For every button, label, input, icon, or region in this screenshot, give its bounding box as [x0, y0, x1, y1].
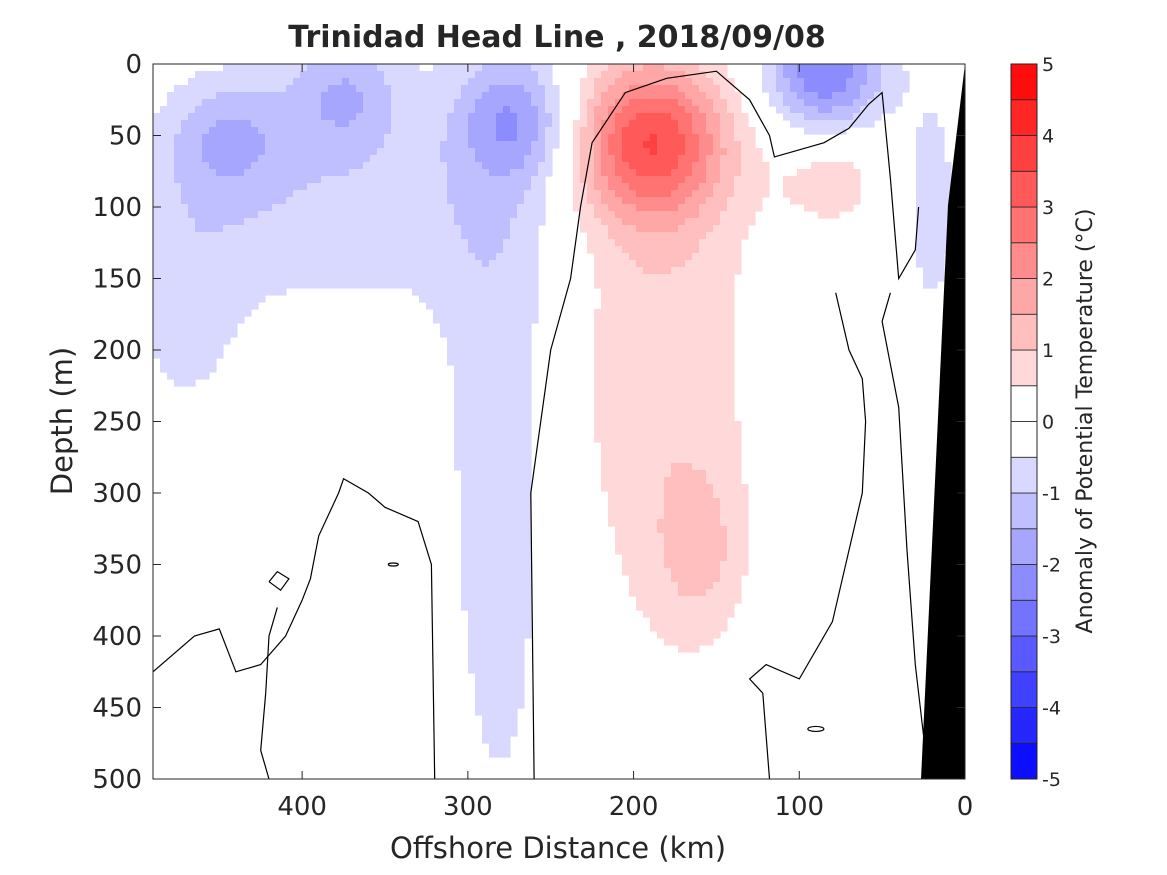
anomaly-field	[153, 64, 952, 758]
zero-contours	[153, 70, 925, 779]
colorbar-tick-label: -5	[1042, 769, 1061, 791]
y-tick-label: 450	[92, 694, 142, 724]
y-axis-ticks: 0 50 100 150 200 250 300 350 400 450 500	[92, 50, 965, 795]
bathymetry-shelf	[921, 64, 965, 779]
y-tick-label: 350	[92, 551, 142, 581]
colorbar-swatch	[1010, 206, 1038, 244]
zero-contour-loop	[807, 725, 825, 733]
colorbar-swatch	[1010, 528, 1038, 565]
plot-area	[153, 64, 965, 779]
colorbar-tick-label: 1	[1042, 340, 1054, 362]
x-tick-label: 0	[957, 792, 974, 822]
y-tick-label: 150	[92, 265, 142, 295]
colorbar-frame	[1010, 63, 1038, 780]
colorbar-swatch	[1010, 456, 1038, 494]
zero-contour-loop	[387, 562, 399, 567]
colorbar-tick-label: -4	[1042, 698, 1061, 720]
x-tick-label: 400	[277, 792, 327, 822]
chart-title: Trinidad Head Line , 2018/09/08	[288, 20, 825, 55]
colorbar-swatch	[1010, 707, 1038, 744]
colorbar-swatch	[1010, 671, 1038, 708]
colorbar-tick-label: -1	[1042, 483, 1061, 505]
zero-contour-line	[260, 607, 278, 779]
colorbar: 5 4 3 2 1 0 -1 -2 -3 -4 -5	[1010, 54, 1061, 791]
colorbar-swatch	[1010, 564, 1038, 601]
y-tick-label: 50	[109, 122, 142, 152]
colorbar-tick-label: 0	[1042, 412, 1054, 434]
colorbar-tick-label: -2	[1042, 555, 1061, 577]
colorbar-swatch	[1010, 421, 1038, 458]
colorbar-swatch	[1010, 599, 1038, 637]
y-tick-label: 100	[92, 193, 142, 223]
zero-contour-loop	[268, 570, 290, 592]
colorbar-swatch	[1010, 170, 1038, 208]
colorbar-tick-label: 4	[1042, 126, 1054, 148]
colorbar-tick-label: 5	[1042, 54, 1054, 76]
x-axis-ticks: 400 300 200 100 0	[277, 64, 973, 822]
y-tick-label: 300	[92, 479, 142, 509]
colorbar-swatch	[1010, 635, 1038, 673]
y-tick-label: 200	[92, 336, 142, 366]
y-tick-label: 500	[92, 765, 142, 795]
colorbar-swatch	[1010, 99, 1038, 136]
x-tick-label: 100	[774, 792, 824, 822]
y-tick-label: 400	[92, 622, 142, 652]
colorbar-swatch	[1010, 742, 1038, 780]
zero-contour-line	[153, 477, 436, 779]
x-tick-label: 300	[443, 792, 493, 822]
colorbar-swatch	[1010, 242, 1038, 279]
zero-contour-line	[881, 292, 925, 737]
zero-contour-line	[530, 70, 920, 779]
y-axis-label: Depth (m)	[45, 347, 79, 495]
colorbar-swatch	[1010, 385, 1038, 422]
y-tick-label: 0	[125, 50, 142, 80]
colorbar-tick-label: 2	[1042, 269, 1054, 291]
x-tick-label: 200	[609, 792, 659, 822]
colorbar-label: Anomaly of Potential Temperature (°C)	[1073, 209, 1098, 634]
x-axis-label: Offshore Distance (km)	[390, 831, 726, 865]
colorbar-tick-label: 3	[1042, 197, 1054, 219]
colorbar-swatch	[1010, 492, 1038, 530]
colorbar-swatch	[1010, 278, 1038, 315]
colorbar-swatch	[1010, 313, 1038, 351]
colorbar-swatch	[1010, 349, 1038, 387]
zero-contour-line	[748, 292, 867, 779]
colorbar-swatch	[1010, 63, 1038, 101]
colorbar-swatch	[1010, 135, 1038, 172]
colorbar-tick-label: -3	[1042, 626, 1061, 648]
y-tick-label: 250	[92, 408, 142, 438]
